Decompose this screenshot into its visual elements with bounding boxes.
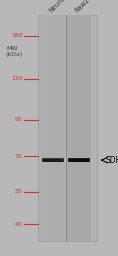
Text: Neuro2A: Neuro2A (48, 0, 72, 13)
Text: SDHA: SDHA (106, 156, 118, 165)
Text: 55: 55 (15, 189, 23, 194)
Bar (68, 158, 90, 162)
Text: MW
(kDa): MW (kDa) (6, 46, 23, 57)
Bar (38, 15, 97, 241)
Text: 43: 43 (15, 222, 23, 227)
Text: Raw264.7: Raw264.7 (74, 0, 101, 13)
Bar (43, 159, 63, 162)
Bar (69, 159, 89, 162)
Text: 130: 130 (11, 76, 23, 81)
Bar (67, 15, 91, 241)
Text: 95: 95 (15, 118, 23, 122)
Bar (41, 15, 65, 241)
Bar (42, 158, 64, 162)
Text: 72: 72 (15, 154, 23, 159)
Text: 180: 180 (11, 33, 23, 38)
